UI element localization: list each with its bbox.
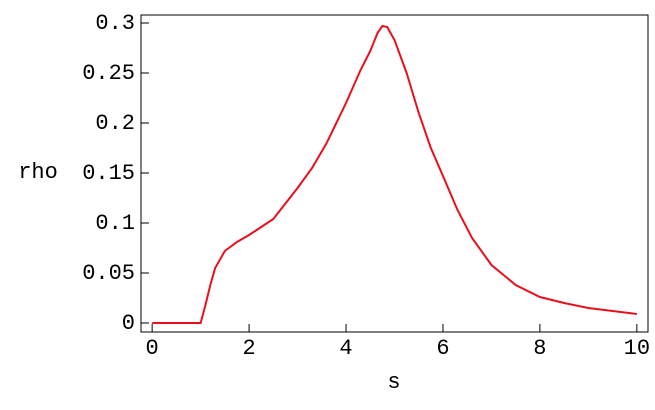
y-tick-label: 0 — [122, 311, 135, 336]
line-series — [152, 24, 637, 324]
y-tick-label: 0.25 — [82, 61, 135, 86]
y-tick-label: 0.15 — [82, 161, 135, 186]
x-tick-label: 4 — [339, 336, 352, 361]
x-tick-label: 8 — [533, 336, 546, 361]
y-tick-label: 0.1 — [95, 211, 135, 236]
y-tick-label: 0.2 — [95, 111, 135, 136]
x-tick-label: 0 — [146, 336, 159, 361]
plot-frame — [140, 14, 649, 333]
x-tick-label: 6 — [436, 336, 449, 361]
y-tick-label: 0.3 — [95, 11, 135, 36]
y-axis-label: rho — [18, 160, 58, 185]
x-tick-label: 10 — [624, 336, 650, 361]
y-tick-label: 0.05 — [82, 261, 135, 286]
x-tick-label: 2 — [242, 336, 255, 361]
x-axis-label: s — [387, 370, 400, 395]
